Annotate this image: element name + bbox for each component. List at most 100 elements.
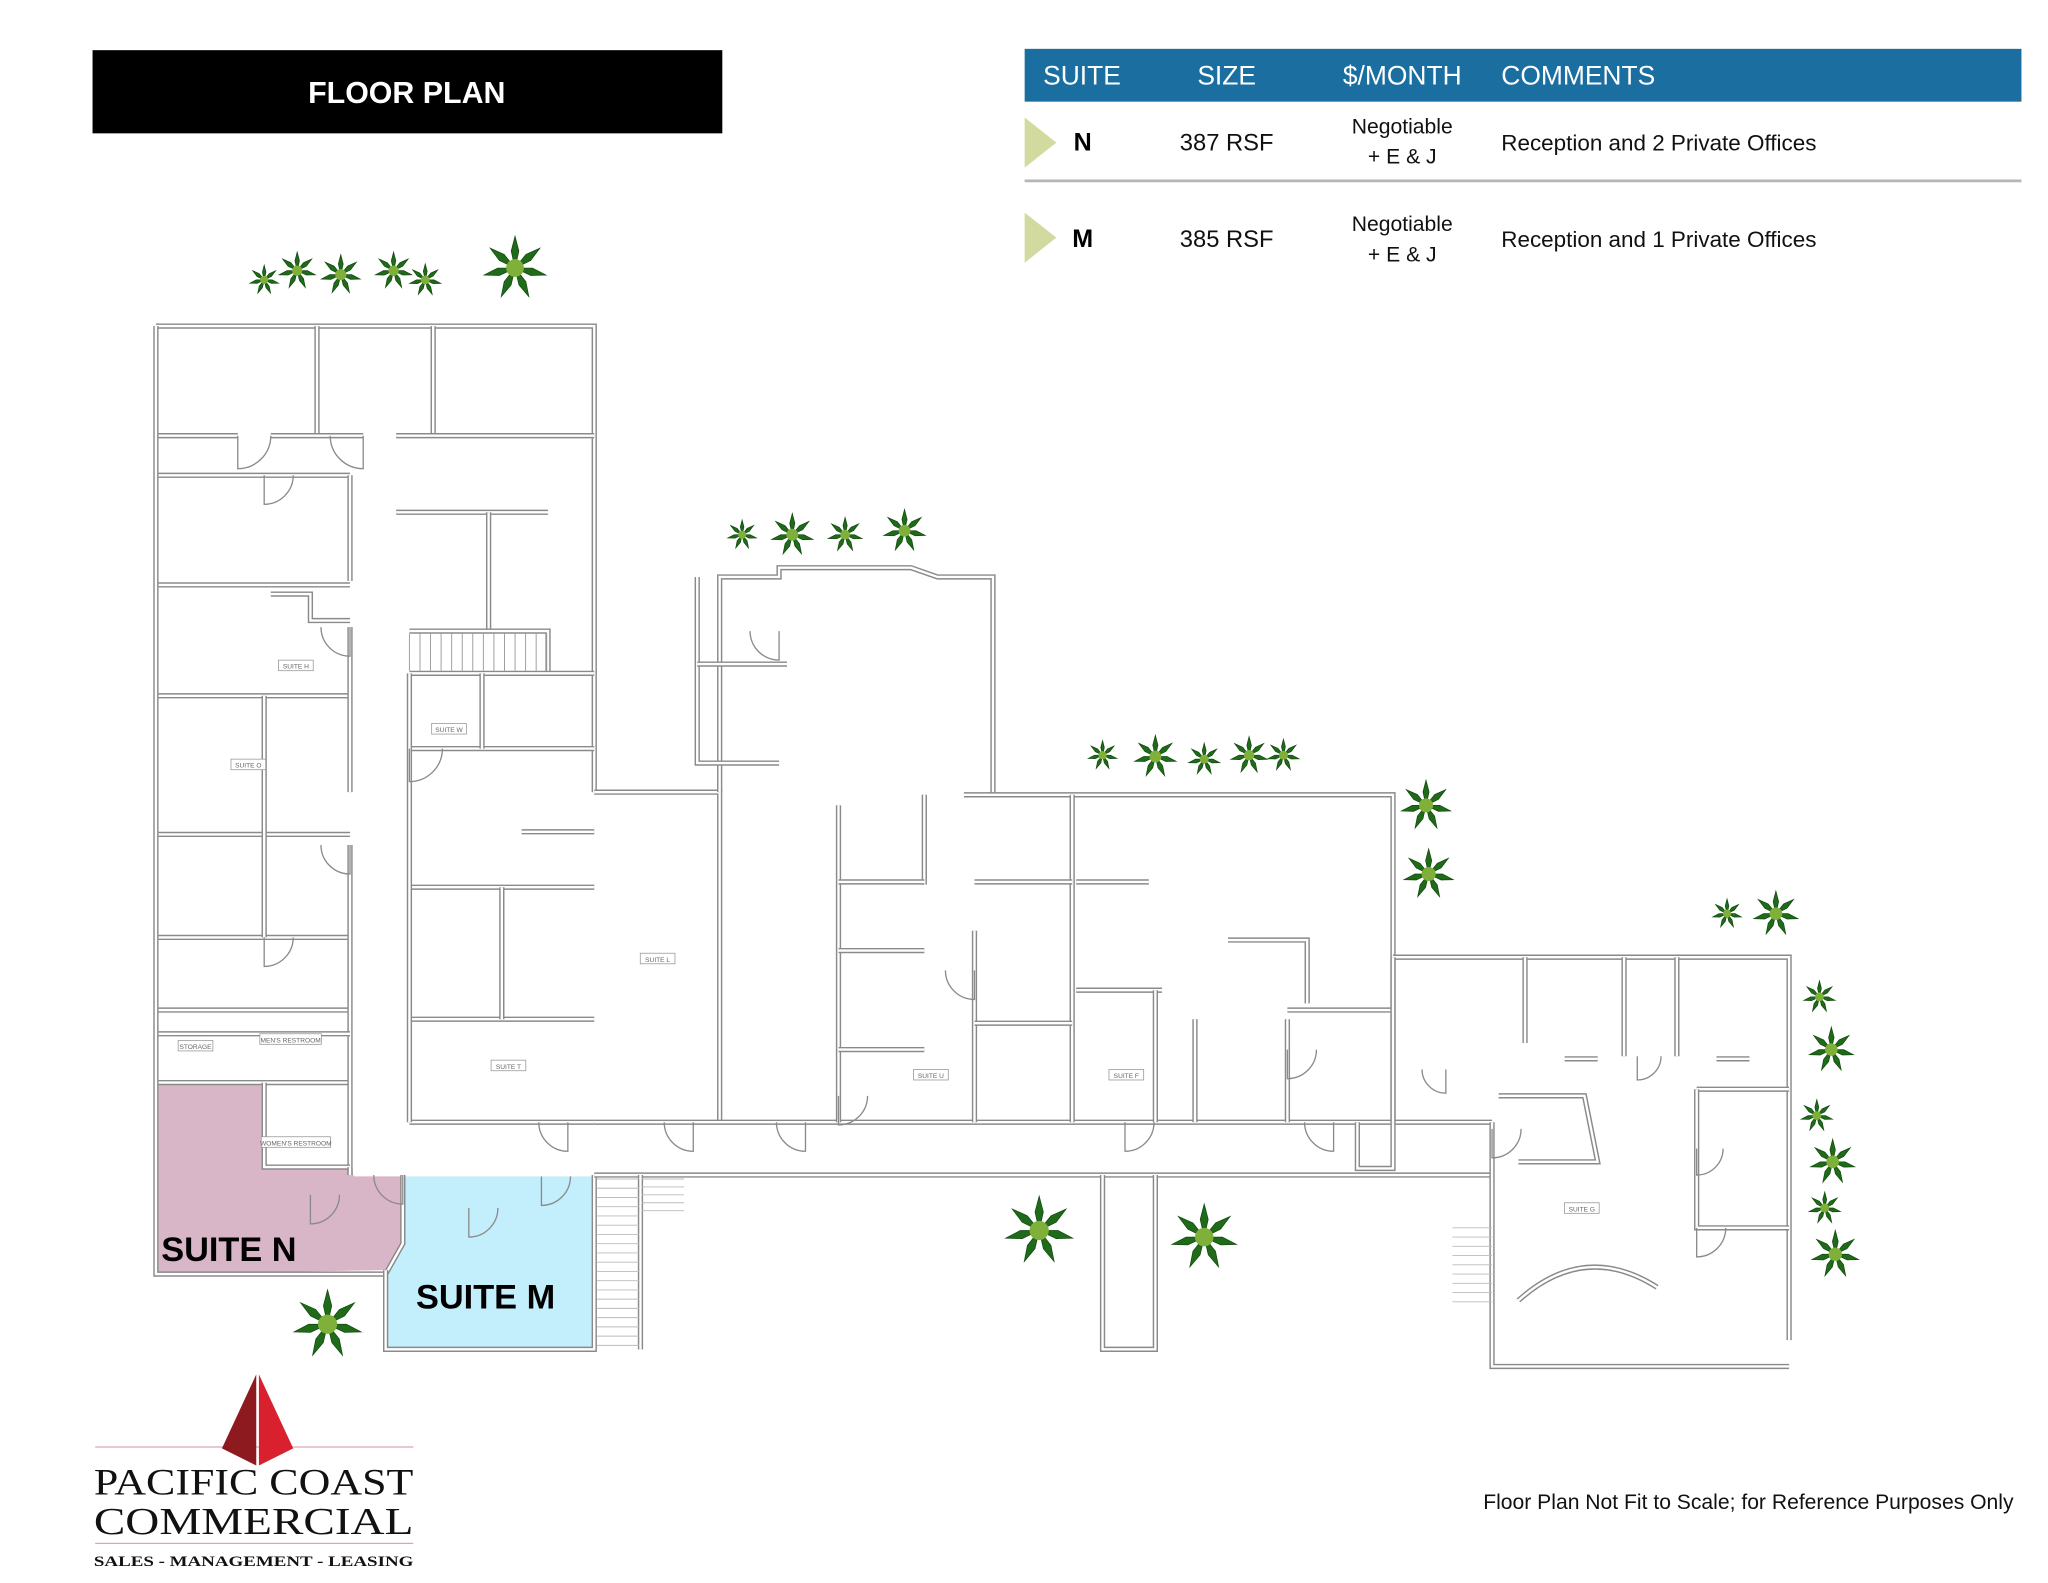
door-swing — [1303, 1122, 1335, 1152]
palm-tree-icon — [408, 262, 443, 296]
room-label-box — [1108, 1069, 1145, 1081]
palm-tree-icon — [374, 250, 414, 289]
palm-tree-icon — [826, 515, 864, 552]
wall — [1393, 954, 1792, 1341]
palm-tree-icon — [1170, 1202, 1238, 1269]
palm-center — [738, 530, 747, 539]
wall — [155, 323, 597, 793]
logo-line2: COMMERCIAL — [94, 1501, 414, 1543]
wall-core — [1101, 1175, 1157, 1351]
logo-tagline: SALES - MANAGEMENT - LEASING — [94, 1554, 414, 1570]
column-header-comments: COMMENTS — [1501, 60, 1655, 90]
suite-m-label: SUITE M — [416, 1278, 555, 1316]
wall-core — [384, 1175, 596, 1351]
wall-core — [409, 629, 550, 674]
door-swing — [320, 627, 351, 657]
wall-core — [270, 592, 351, 622]
room-label-text: SUITE L — [645, 957, 670, 964]
wall — [1354, 1122, 1396, 1172]
palm-tree-icon — [319, 253, 362, 294]
palm-tree-icon — [248, 263, 280, 295]
suite-cell: M — [1072, 225, 1093, 253]
title-banner: FLOOR PLAN — [92, 50, 723, 134]
door-swing — [1421, 1069, 1447, 1094]
palm-center — [506, 259, 524, 277]
palm-tree-icon — [1807, 1190, 1842, 1224]
palm-tree-icon — [882, 508, 927, 552]
palm-center — [260, 275, 269, 284]
palm-center — [840, 529, 850, 540]
door-swing — [320, 844, 351, 875]
row-marker-icon — [1024, 117, 1057, 168]
wall — [1489, 1122, 1790, 1370]
palm-tree-icon — [1187, 741, 1222, 775]
palm-tree-icon — [770, 512, 815, 556]
suite-m-area[interactable] — [385, 1176, 595, 1350]
column-header-rent: $/MONTH — [1343, 60, 1462, 90]
room-label-text: SUITE H — [283, 664, 309, 671]
room-label-text: STORAGE — [179, 1044, 212, 1051]
palm-center — [1812, 1111, 1822, 1121]
door-swing — [263, 475, 294, 506]
palm-tree-icon — [292, 1288, 363, 1357]
palm-center — [1098, 751, 1107, 760]
wall — [261, 1082, 351, 1170]
suite-n-area[interactable] — [158, 1082, 403, 1275]
column-header-suite: SUITE — [1043, 60, 1121, 90]
logo-line1: PACIFIC COAST — [94, 1462, 414, 1503]
palm-center — [1243, 750, 1255, 761]
room-label-box — [490, 1059, 527, 1072]
door-swing — [749, 631, 780, 661]
door-swing — [263, 937, 294, 968]
wall — [963, 792, 1396, 1123]
door-swing — [1636, 1056, 1662, 1081]
palm-tree-icon — [277, 250, 317, 289]
room-label-box — [913, 1069, 949, 1081]
suite-n-label: SUITE N — [161, 1231, 296, 1269]
palm-center — [1828, 1247, 1842, 1261]
table-header-bg — [1024, 48, 2022, 102]
door-swing — [1286, 1049, 1318, 1080]
floor-plan-doors — [237, 435, 1727, 1303]
palm-tree-icon — [1086, 739, 1119, 770]
palm-center — [1418, 798, 1434, 813]
room-label-text: WOMEN'S RESTROOM — [260, 1140, 332, 1147]
room-label-box — [259, 1033, 322, 1045]
palm-center — [335, 269, 347, 281]
room-label-box — [639, 952, 676, 965]
palm-tree-icon — [1133, 733, 1178, 777]
door-swing — [540, 1176, 572, 1207]
page-title: FLOOR PLAN — [308, 77, 505, 110]
palm-center — [898, 524, 911, 537]
palm-tree-icon — [1802, 979, 1837, 1013]
wall-core — [696, 576, 780, 765]
rent-cell-line1: Negotiable — [1352, 115, 1453, 138]
wall-core — [1498, 1094, 1600, 1164]
room-label-text: SUITE F — [1114, 1073, 1139, 1080]
room-label: SUITE O — [230, 758, 267, 771]
wall — [1099, 1175, 1159, 1352]
room-label-box — [260, 1136, 331, 1148]
room-label-text: SUITE U — [918, 1073, 944, 1080]
wall — [694, 576, 780, 766]
floor-plan-walls — [153, 323, 1792, 1370]
palm-tree-icon — [1810, 1228, 1861, 1278]
suite-cell: N — [1074, 129, 1092, 157]
room-labels: SUITE H SUITE O SUITE W STORAGE MEN'S RESTRO… — [177, 659, 1600, 1214]
palm-center — [1820, 1203, 1830, 1213]
door-swing — [1696, 1148, 1724, 1176]
palm-tree-icon — [482, 234, 548, 298]
wall-core — [1695, 1089, 1790, 1230]
palm-tree-icon — [1402, 847, 1455, 899]
palm-tree-icon — [1807, 1025, 1855, 1072]
room-label: STORAGE — [177, 1039, 214, 1052]
door-swing — [1491, 1128, 1522, 1159]
door-swing — [237, 435, 272, 470]
door-swing — [775, 1122, 807, 1152]
wall — [1498, 1093, 1601, 1165]
door-swing — [944, 970, 976, 1001]
room-label: SUITE T — [490, 1059, 527, 1072]
wall-core — [1393, 956, 1791, 1341]
